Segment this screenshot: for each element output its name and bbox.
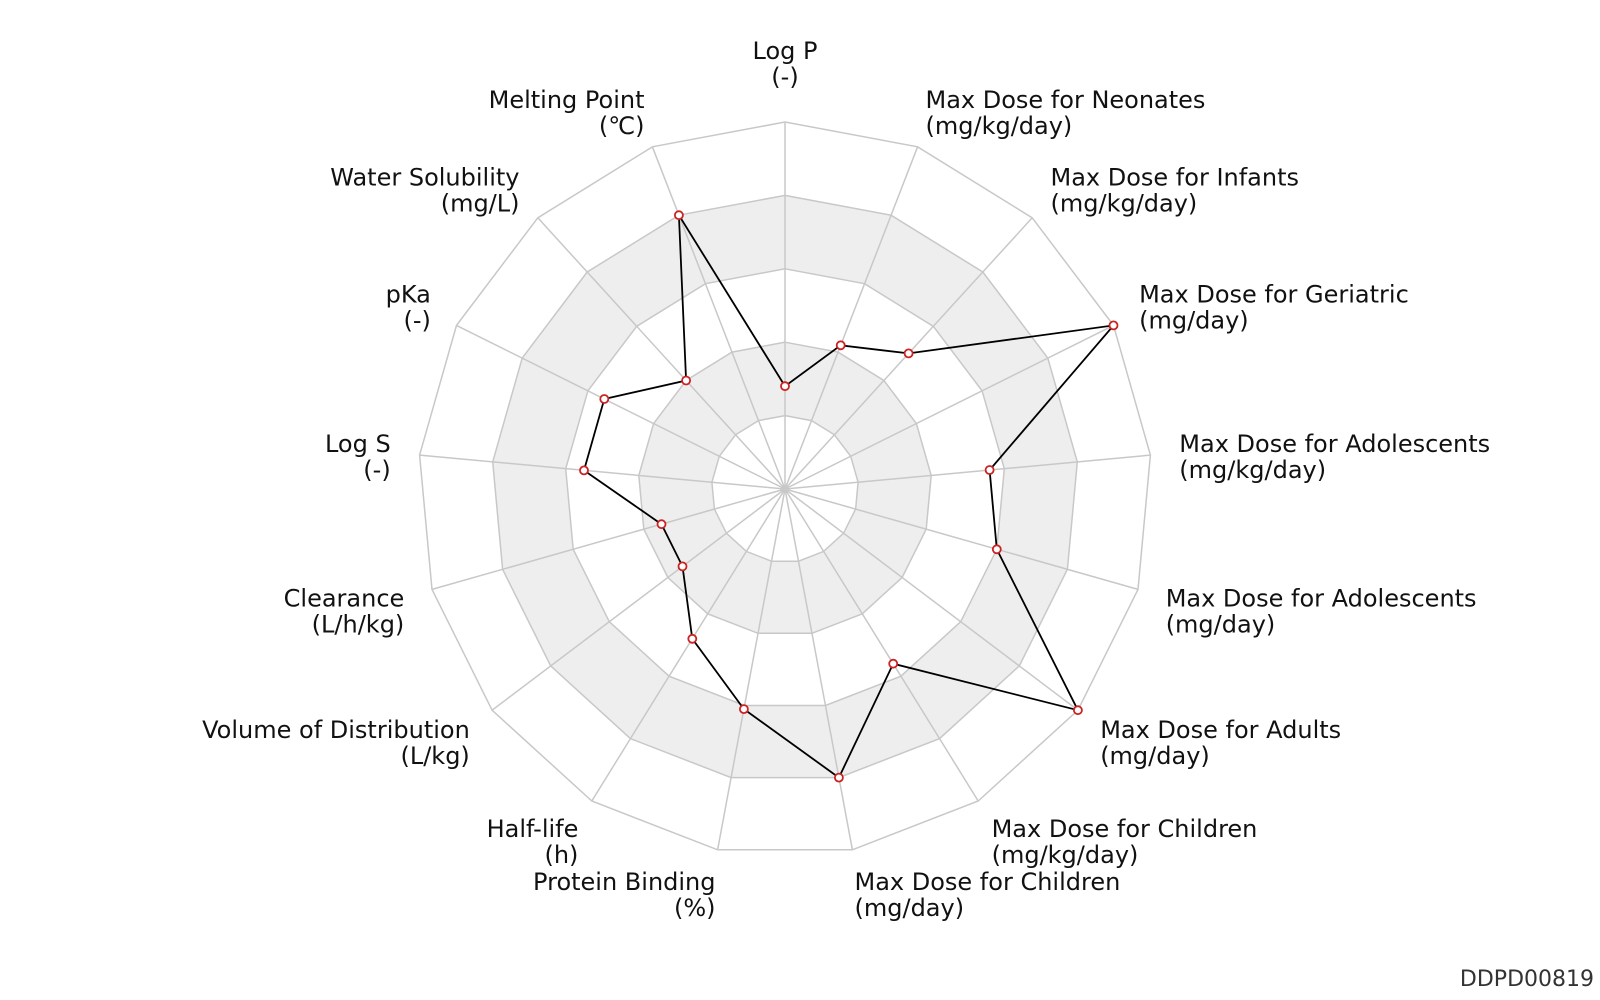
data-point bbox=[984, 465, 995, 475]
data-point bbox=[835, 340, 846, 351]
axis-label-name: Max Dose for Children bbox=[992, 815, 1258, 843]
data-point bbox=[888, 658, 899, 669]
data-point bbox=[1108, 320, 1119, 331]
axis-label: Melting Point (℃) bbox=[489, 86, 645, 140]
data-point bbox=[656, 519, 667, 530]
axis-label-unit: (mg/kg/day) bbox=[1179, 456, 1326, 484]
axis-spoke bbox=[784, 488, 979, 802]
axis-label: Volume of Distribution (L/kg) bbox=[202, 716, 470, 770]
data-point bbox=[674, 210, 684, 221]
axis-label-unit: (mg/kg/day) bbox=[926, 112, 1073, 140]
axis-label-name: Max Dose for Neonates bbox=[926, 86, 1206, 114]
axis-label: Log S (-) bbox=[325, 430, 391, 484]
axis-label-unit: (L/h/kg) bbox=[312, 611, 405, 639]
series-line bbox=[582, 211, 1116, 779]
data-point bbox=[834, 772, 844, 783]
axis-label: Max Dose for Infants (mg/kg/day) bbox=[1051, 163, 1300, 217]
axis-label-unit: (%) bbox=[674, 894, 716, 922]
axis-labels: Log P (-)Max Dose for Neonates (mg/kg/day)… bbox=[202, 37, 1490, 922]
axis-label-unit: (mg/day) bbox=[1100, 742, 1210, 770]
axis-label-name: Log S bbox=[325, 430, 391, 458]
axis-label-unit: (mg/day) bbox=[1166, 611, 1276, 639]
axis-label-unit: (mg/day) bbox=[1139, 307, 1249, 335]
axis-spoke bbox=[431, 488, 786, 591]
axis-label-unit: (h) bbox=[544, 841, 578, 869]
data-point bbox=[687, 633, 698, 644]
axis-spoke bbox=[784, 488, 1079, 711]
axis-label: Max Dose for Adults (mg/day) bbox=[1100, 716, 1341, 770]
axis-label: Max Dose for Children (mg/kg/day) bbox=[992, 815, 1258, 869]
axis-label-name: Max Dose for Geriatric bbox=[1139, 281, 1409, 309]
axis-spoke bbox=[784, 454, 1151, 490]
axis-spoke bbox=[491, 488, 786, 711]
record-id: DDPD00819 bbox=[1459, 967, 1594, 992]
axis-label-name: Max Dose for Children bbox=[855, 868, 1121, 896]
data-point bbox=[579, 465, 589, 476]
axis-spoke bbox=[716, 488, 786, 850]
axis-label-name: Water Solubility bbox=[330, 163, 519, 191]
axis-label: Max Dose for Children (mg/day) bbox=[855, 868, 1121, 922]
axis-label-name: Log P bbox=[753, 37, 818, 65]
data-point bbox=[739, 704, 749, 714]
axis-label-name: Melting Point bbox=[489, 86, 645, 114]
axis-label-name: Volume of Distribution bbox=[202, 716, 470, 744]
axis-label-name: Half-life bbox=[487, 815, 579, 843]
axis-label-unit: (mg/kg/day) bbox=[1051, 189, 1198, 217]
axis-label-name: pKa bbox=[386, 281, 431, 309]
axis-label-name: Max Dose for Adults bbox=[1100, 716, 1341, 744]
axis-label: Max Dose for Adolescents (mg/day) bbox=[1166, 585, 1477, 639]
axis-label: Clearance (L/h/kg) bbox=[284, 585, 405, 639]
axis-label-name: Max Dose for Infants bbox=[1051, 163, 1300, 191]
data-point bbox=[677, 561, 688, 572]
axis-spoke bbox=[456, 324, 786, 490]
axis-spokes bbox=[419, 122, 1151, 850]
axis-spoke bbox=[537, 217, 786, 490]
axis-label-name: Protein Binding bbox=[533, 868, 715, 896]
axis-label-unit: (-) bbox=[771, 63, 798, 91]
data-point bbox=[599, 394, 610, 404]
axis-label-name: Clearance bbox=[284, 585, 405, 613]
axis-spoke bbox=[784, 146, 919, 490]
data-point bbox=[903, 348, 914, 359]
axis-label-unit: (℃) bbox=[599, 112, 645, 140]
data-point bbox=[1073, 705, 1083, 716]
axis-spoke bbox=[784, 324, 1114, 490]
axis-spoke bbox=[651, 146, 786, 490]
axis-label: Max Dose for Geriatric (mg/day) bbox=[1139, 281, 1409, 335]
data-series bbox=[579, 210, 1119, 783]
axis-spoke bbox=[784, 488, 1139, 591]
data-point bbox=[991, 544, 1002, 555]
axis-label: Max Dose for Adolescents (mg/kg/day) bbox=[1179, 430, 1490, 484]
axis-label: pKa (-) bbox=[386, 281, 431, 335]
axis-label-unit: (-) bbox=[404, 307, 431, 335]
axis-label: Log P (-) bbox=[753, 37, 818, 91]
data-point bbox=[780, 381, 790, 392]
axis-label: Protein Binding (%) bbox=[533, 868, 715, 922]
axis-spoke bbox=[591, 488, 786, 802]
axis-spoke bbox=[784, 488, 854, 850]
axis-label: Water Solubility (mg/L) bbox=[330, 163, 519, 217]
axis-label-unit: (-) bbox=[363, 456, 390, 484]
axis-label-unit: (mg/L) bbox=[441, 189, 520, 217]
axis-label-unit: (L/kg) bbox=[400, 742, 469, 770]
axis-label-name: Max Dose for Adolescents bbox=[1166, 585, 1477, 613]
axis-label-unit: (mg/day) bbox=[855, 894, 965, 922]
axis-label: Half-life (h) bbox=[487, 815, 579, 869]
data-point bbox=[681, 375, 691, 386]
axis-label-unit: (mg/kg/day) bbox=[992, 841, 1139, 869]
axis-label: Max Dose for Neonates (mg/kg/day) bbox=[926, 86, 1206, 140]
axis-spoke bbox=[419, 454, 786, 490]
axis-label-name: Max Dose for Adolescents bbox=[1179, 430, 1490, 458]
